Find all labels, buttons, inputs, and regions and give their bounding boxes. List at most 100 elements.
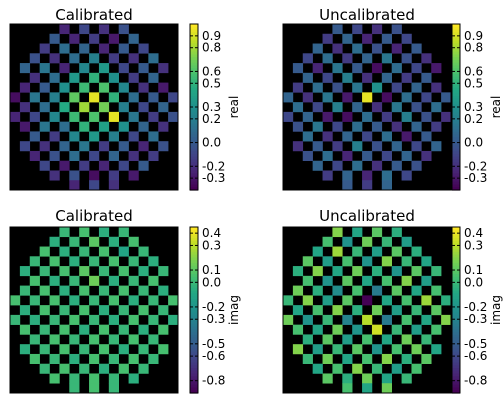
heatmap-cell xyxy=(312,246,323,257)
plot-background xyxy=(283,227,451,393)
heatmap-cell xyxy=(332,266,343,277)
colorbar-tick-label: -0.3 xyxy=(464,171,487,185)
heatmap-cell xyxy=(128,170,139,181)
colorbar-segment xyxy=(190,54,198,58)
heatmap-panel-1: Calibrated 0.90.8 0.60.5 0.30.2 0.0 -0.2-0.3 r… xyxy=(9,6,241,191)
colorbar-segment xyxy=(452,254,460,259)
heatmap-cell xyxy=(128,33,139,44)
heatmap-cell xyxy=(49,236,60,247)
heatmap-cell xyxy=(10,295,21,306)
heatmap-cell xyxy=(19,141,31,152)
heatmap-cell xyxy=(89,92,100,103)
heatmap-cell xyxy=(352,344,363,355)
heatmap-cell xyxy=(138,246,149,257)
colorbar-segment xyxy=(452,274,460,278)
heatmap-cell xyxy=(39,141,50,152)
heatmap-cell xyxy=(391,246,402,257)
heatmap-cell xyxy=(322,150,333,161)
colorbar-segment xyxy=(190,293,198,297)
heatmap-cell xyxy=(19,63,31,74)
heatmap-cell xyxy=(401,72,412,83)
heatmap-cell xyxy=(401,92,412,103)
colorbar-tick-label: 0.3 xyxy=(464,100,483,114)
heatmap-cell xyxy=(69,170,80,181)
heatmap-cell xyxy=(352,43,363,54)
heatmap-cell xyxy=(312,63,323,74)
heatmap-cell xyxy=(59,363,70,374)
heatmap-cell xyxy=(98,63,110,74)
colorbar-segment xyxy=(452,384,460,389)
colorbar-segment xyxy=(452,145,460,150)
heatmap-cell xyxy=(19,121,31,132)
heatmap-cell xyxy=(89,170,100,181)
colorbar-segment xyxy=(190,142,198,147)
colorbar-segment xyxy=(190,73,198,78)
colorbar-segment xyxy=(452,343,460,347)
heatmap-cell xyxy=(89,111,100,122)
heatmap-cell xyxy=(39,63,50,74)
colorbar-segment xyxy=(190,274,198,278)
heatmap-cell xyxy=(49,170,60,181)
heatmap-cell xyxy=(391,121,402,132)
colorbar-tick-label: 0.5 xyxy=(202,76,221,90)
heatmap-cell xyxy=(98,227,110,238)
colorbar-segment xyxy=(190,95,198,100)
heatmap-cell xyxy=(302,256,313,267)
colorbar-segment xyxy=(190,340,198,344)
heatmap-cell xyxy=(79,24,90,35)
heatmap-cell xyxy=(148,92,159,103)
heatmap-cell xyxy=(128,275,139,286)
heatmap-cell xyxy=(148,334,159,345)
heatmap-cell xyxy=(79,227,90,238)
heatmap-cell xyxy=(79,266,90,277)
colorbar-segment xyxy=(452,118,460,122)
colorbar-segment xyxy=(190,227,198,231)
colorbar-segment xyxy=(452,93,460,97)
heatmap-cell xyxy=(108,334,119,345)
colorbar-segment xyxy=(190,120,198,125)
heatmap-cell xyxy=(421,275,432,286)
colorbar-segment xyxy=(452,321,460,325)
heatmap-cell xyxy=(69,236,80,247)
colorbar-segment xyxy=(452,345,460,350)
heatmap-cell xyxy=(362,131,373,142)
colorbar-segment xyxy=(452,282,460,286)
heatmap-panel-2: Uncalibrated 0.90.8 0.60.5 0.30.2 0.0 -0.2-0.… xyxy=(282,6,503,191)
heatmap-cell xyxy=(371,141,383,152)
heatmap-cell xyxy=(411,266,422,277)
heatmap-cell xyxy=(138,63,149,74)
heatmap-cell xyxy=(342,256,353,267)
colorbar-segment xyxy=(452,293,460,297)
heatmap-cell xyxy=(401,256,412,267)
heatmap-cell xyxy=(148,53,159,64)
heatmap-cell xyxy=(118,24,129,35)
heatmap-cell xyxy=(283,314,294,325)
heatmap-cell xyxy=(411,344,422,355)
heatmap-cell xyxy=(362,295,373,306)
heatmap-cell xyxy=(98,285,110,296)
colorbar-segment xyxy=(190,368,198,372)
heatmap-cell xyxy=(118,63,129,74)
heatmap-cell xyxy=(108,131,119,142)
colorbar-segment xyxy=(452,304,460,308)
heatmap-cell xyxy=(411,102,422,113)
colorbar-segment xyxy=(452,165,460,169)
heatmap-cell xyxy=(89,72,100,83)
colorbar-segment xyxy=(190,307,198,311)
heatmap-cell xyxy=(138,344,149,355)
heatmap-cell xyxy=(79,305,90,316)
colorbar-segment xyxy=(452,390,460,394)
heatmap-cell xyxy=(322,131,333,142)
heatmap-cell xyxy=(431,344,442,355)
heatmap-cell xyxy=(332,82,343,93)
heatmap-cell xyxy=(158,305,169,316)
colorbar-segment xyxy=(190,148,198,152)
heatmap-cell xyxy=(362,72,373,83)
heatmap-cell xyxy=(29,92,40,103)
heatmap-cell xyxy=(128,334,139,345)
heatmap-cell xyxy=(421,334,432,345)
heatmap-cell xyxy=(128,373,139,384)
heatmap-cell xyxy=(431,63,442,74)
heatmap-cell xyxy=(401,53,412,64)
colorbar-tick-label: -0.8 xyxy=(202,374,225,388)
